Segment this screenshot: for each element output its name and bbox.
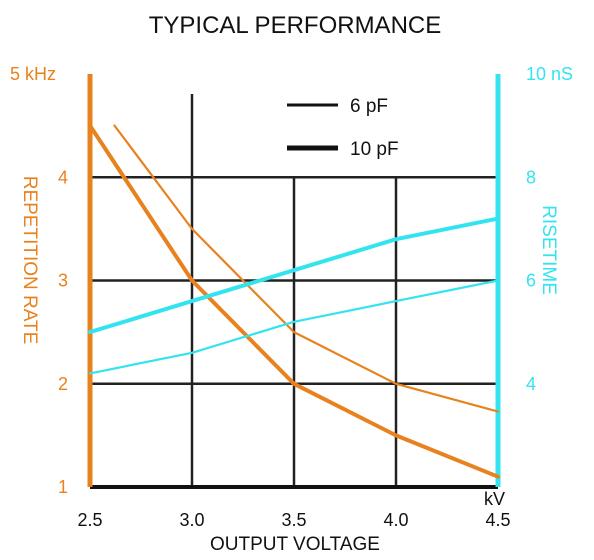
y-left-tick-label: 3	[58, 271, 68, 291]
x-axis-label: OUTPUT VOLTAGE	[210, 534, 380, 555]
series-line-left-thin	[113, 124, 500, 413]
series-line-right-thick	[88, 216, 500, 335]
legend-label: 10 pF	[350, 139, 399, 160]
grid	[90, 94, 498, 487]
y-left-tick-label: 2	[58, 374, 68, 394]
y-right-tick-label: 4	[526, 374, 536, 394]
legend: 6 pF 10 pF	[287, 96, 399, 160]
y-left-tick-label: 1	[58, 477, 68, 497]
y-left-tick-label: 4	[58, 167, 68, 187]
y-right-tick-label: 8	[526, 167, 536, 187]
x-tick-label: 3.0	[179, 510, 204, 530]
legend-label: 6 pF	[350, 96, 388, 117]
x-axis-unit: kV	[484, 489, 505, 509]
x-tick-label: 4.0	[383, 510, 408, 530]
x-tick-label: 3.5	[281, 510, 306, 530]
y-left-axis-label: REPETITION RATE	[19, 176, 40, 345]
series-layer	[88, 123, 500, 479]
y-left-tick-label: 5 kHz	[10, 64, 56, 84]
x-tick-label: 4.5	[485, 510, 510, 530]
y-right-tick-label: 10 nS	[526, 64, 573, 84]
series-line-right-thin	[88, 279, 500, 375]
chart-title: TYPICAL PERFORMANCE	[149, 12, 442, 39]
series-line-left-thick	[88, 123, 500, 479]
tick-labels: 2.5 3.0 3.5 4.0 4.5 1 2 3 4 5 kHz 4 6 8 10 nS	[10, 64, 573, 530]
y-right-tick-label: 6	[526, 271, 536, 291]
x-tick-label: 2.5	[77, 510, 102, 530]
y-right-axis-label: RISETIME	[538, 205, 559, 295]
